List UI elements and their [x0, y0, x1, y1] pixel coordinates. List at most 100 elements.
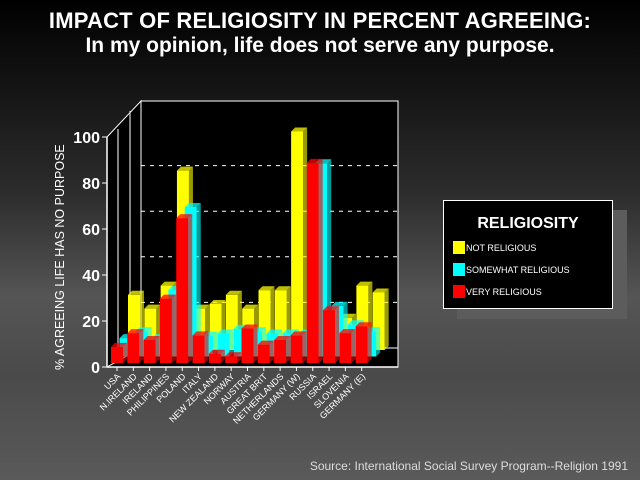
bar-top	[356, 281, 373, 286]
bar-very-religious	[192, 331, 209, 363]
bar-face	[159, 298, 172, 363]
bar-side	[302, 331, 307, 363]
bar-side	[237, 352, 242, 363]
bar-side	[376, 327, 381, 357]
y-tick-label: 0	[91, 360, 100, 377]
bar-top	[355, 322, 372, 327]
y-axis: 0 20 40 60 80 100	[73, 130, 398, 377]
bar-very-religious	[111, 342, 127, 363]
source-note: Source: International Social Survey Prog…	[309, 459, 628, 473]
bar-top	[128, 290, 144, 295]
bar-top	[144, 304, 161, 309]
bar-face	[111, 346, 123, 363]
bar-face	[192, 335, 205, 363]
bar-face	[176, 218, 189, 363]
y-tick-label: 60	[82, 222, 100, 239]
bar-top	[290, 331, 307, 336]
bar-side	[139, 329, 144, 363]
bar-top	[217, 329, 234, 334]
bar-top	[111, 342, 127, 347]
bar-top	[258, 286, 275, 291]
bar-very-religious	[339, 329, 356, 363]
x-axis-labels: USAN.IRELANDIRELANDPHILIPPINESPOLANDITAL…	[98, 367, 367, 426]
bar-top	[323, 306, 340, 311]
bars	[111, 127, 389, 363]
bar-face	[306, 162, 319, 363]
bar-very-religious	[225, 352, 242, 363]
bar-face	[291, 131, 304, 350]
bar-side	[204, 331, 209, 363]
bar-very-religious	[290, 331, 307, 363]
bar-top	[291, 127, 308, 132]
bar-top	[339, 329, 356, 334]
y-tick-label: 40	[82, 268, 100, 285]
bar-side	[171, 294, 176, 363]
bar-face	[339, 333, 352, 363]
bar-very-religious	[257, 340, 274, 363]
bar-top	[176, 166, 193, 171]
bar-top	[184, 203, 201, 207]
legend-swatch	[453, 263, 465, 276]
bar-face	[208, 353, 221, 363]
bar-very-religious	[143, 336, 160, 363]
bar-top	[208, 349, 225, 354]
bar-side	[220, 349, 225, 363]
legend-label: SOMEWHAT RELIGIOUS	[466, 265, 570, 275]
bar-not-religious	[291, 127, 308, 350]
bar-top	[127, 329, 144, 334]
bar-top	[192, 331, 209, 336]
bar-face	[290, 335, 303, 363]
bar-very-religious	[127, 329, 144, 363]
bar-very-religious	[208, 349, 225, 363]
legend-label: VERY RELIGIOUS	[466, 287, 542, 297]
bar-face	[257, 344, 270, 363]
bar-face	[274, 340, 287, 363]
bar-very-religious	[241, 324, 258, 363]
bar-top	[306, 158, 323, 163]
bar-very-religious	[176, 214, 193, 363]
bar-top	[160, 281, 177, 286]
bar-very-religious	[306, 158, 323, 363]
bar-side	[196, 203, 201, 357]
bar-very-religious	[355, 322, 372, 363]
bar-top	[225, 352, 242, 357]
bar-top	[242, 304, 259, 309]
legend-title: RELIGIOSITY	[477, 215, 579, 232]
bar-very-religious	[274, 336, 291, 363]
bar-top	[209, 300, 226, 304]
bar-face	[225, 356, 238, 363]
bar-side	[123, 342, 127, 363]
bar-top	[176, 214, 193, 219]
bar-side	[269, 340, 274, 363]
bar-side	[335, 306, 340, 363]
bar-very-religious	[159, 294, 176, 363]
y-tick-label: 20	[82, 314, 100, 331]
bar-side	[351, 329, 356, 363]
bar-side	[318, 158, 323, 363]
bar-very-religious	[323, 306, 340, 363]
y-tick-label: 80	[82, 176, 100, 193]
bar-side	[286, 336, 291, 363]
bar-top	[159, 294, 176, 299]
chart-title: IMPACT OF RELIGIOSITY IN PERCENT AGREEIN…	[48, 8, 592, 33]
bar-face	[143, 340, 156, 363]
chart-subtitle: In my opinion, life does not serve any p…	[85, 34, 555, 57]
bar-side	[253, 324, 258, 363]
bar-top	[274, 286, 291, 291]
legend-label: NOT RELIGIOUS	[466, 243, 537, 253]
bar-top	[372, 288, 389, 293]
bar-side	[229, 329, 234, 357]
bar-top	[241, 324, 258, 329]
legend-swatch	[453, 241, 465, 254]
bar-side	[367, 322, 372, 363]
legend-swatch	[453, 285, 465, 298]
bar-top	[257, 340, 274, 345]
y-axis-label: % AGREEING LIFE HAS NO PURPOSE	[53, 144, 67, 370]
bar-top	[274, 336, 291, 340]
y-tick-label: 100	[73, 130, 100, 147]
bar-side	[155, 336, 160, 363]
bar-face	[323, 310, 336, 363]
legend: RELIGIOSITY NOT RELIGIOUS SOMEWHAT RELIG…	[443, 200, 613, 309]
bar-side	[384, 288, 389, 350]
